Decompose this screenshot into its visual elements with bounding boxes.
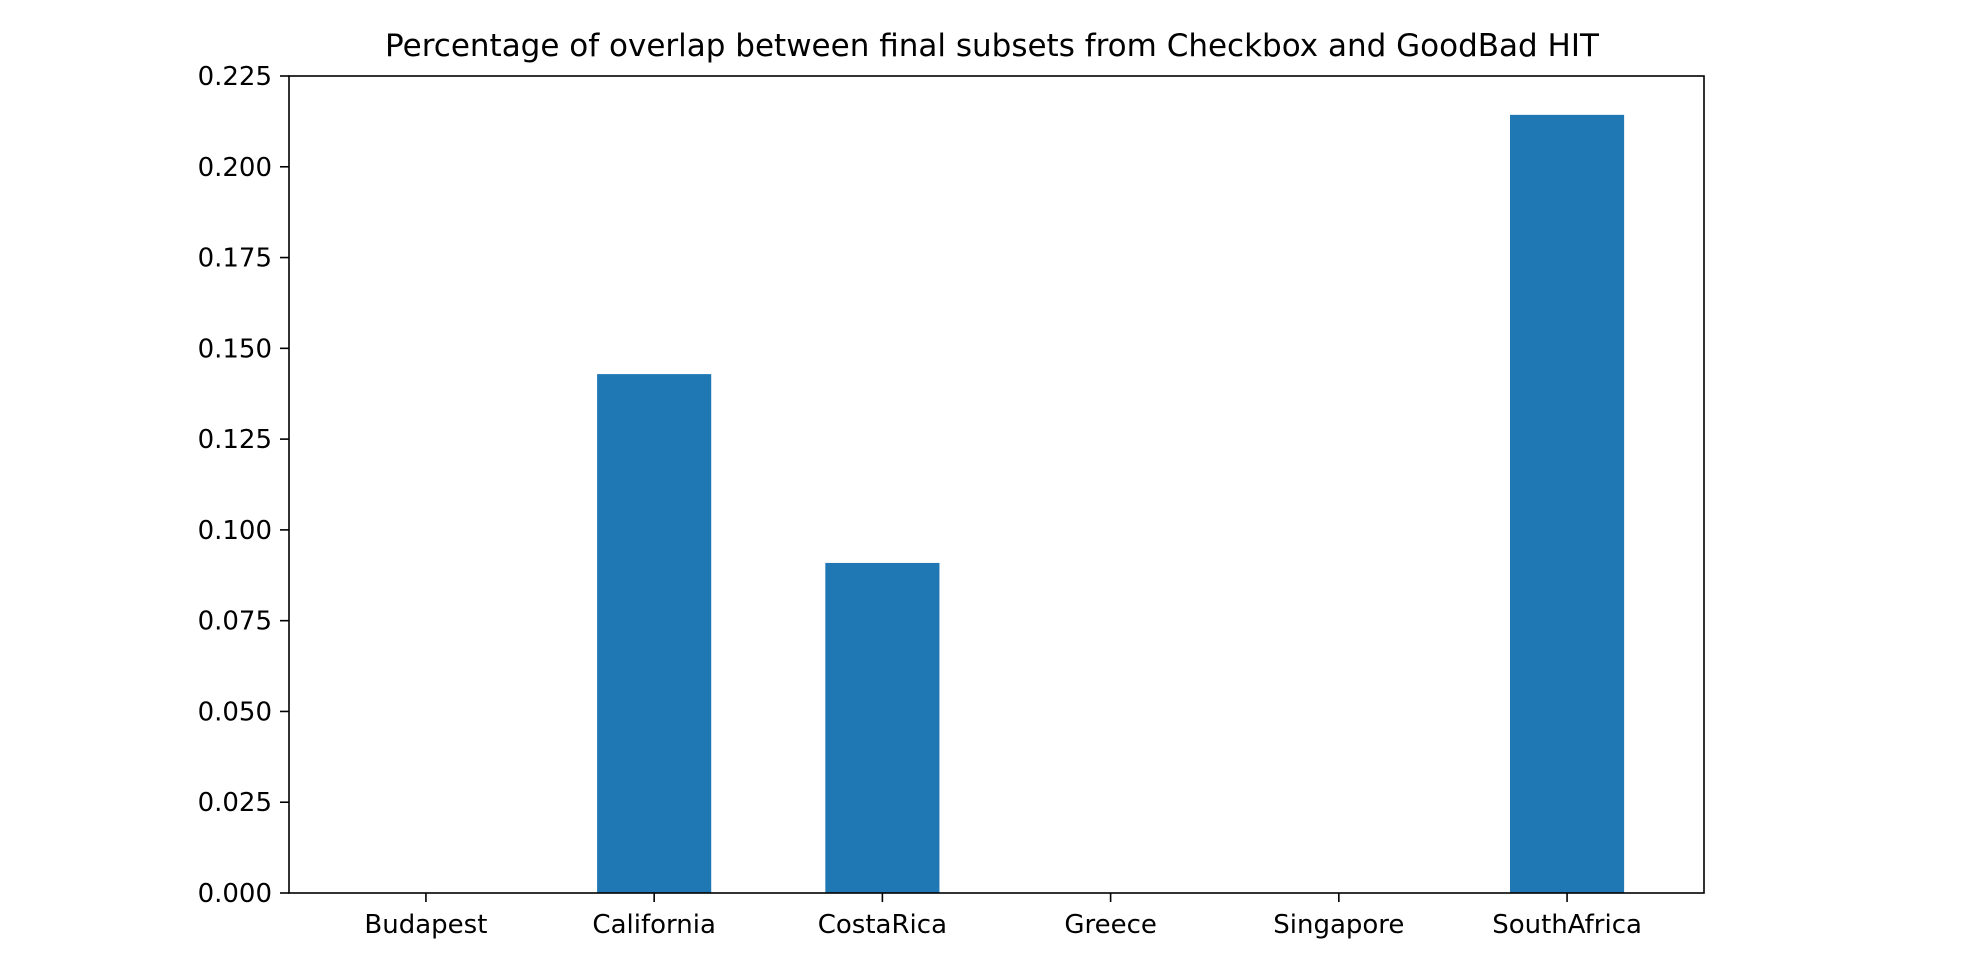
bar-southafrica (1510, 114, 1625, 893)
y-tick-label: 0.125 (198, 425, 272, 455)
y-tick-label: 0.050 (198, 697, 272, 727)
y-tick-label: 0.100 (198, 516, 272, 546)
bar-costarica (825, 562, 940, 893)
y-tick-label: 0.200 (198, 153, 272, 183)
y-tick-label: 0.175 (198, 244, 272, 274)
x-tick-label: California (592, 910, 715, 940)
x-axis: Budapest California CostaRica Greece Singapo… (364, 893, 1642, 940)
chart-title: Percentage of overlap between final subs… (385, 28, 1600, 64)
bars-group (597, 114, 1625, 893)
x-tick-label: Budapest (364, 910, 487, 940)
y-tick-label: 0.225 (198, 62, 272, 92)
y-tick-label: 0.150 (198, 334, 272, 364)
x-tick-label: CostaRica (818, 910, 947, 940)
y-tick-label: 0.000 (198, 879, 272, 909)
plot-frame (288, 75, 1705, 894)
y-tick-label: 0.075 (198, 607, 272, 637)
y-axis: 0.000 0.025 0.050 0.075 0.100 0.125 0.150 0.175… (198, 62, 289, 909)
bar-california (597, 374, 712, 893)
x-tick-label: Singapore (1273, 910, 1404, 940)
y-tick-label: 0.025 (198, 788, 272, 818)
x-tick-label: SouthAfrica (1492, 910, 1642, 940)
x-tick-label: Greece (1064, 910, 1157, 940)
